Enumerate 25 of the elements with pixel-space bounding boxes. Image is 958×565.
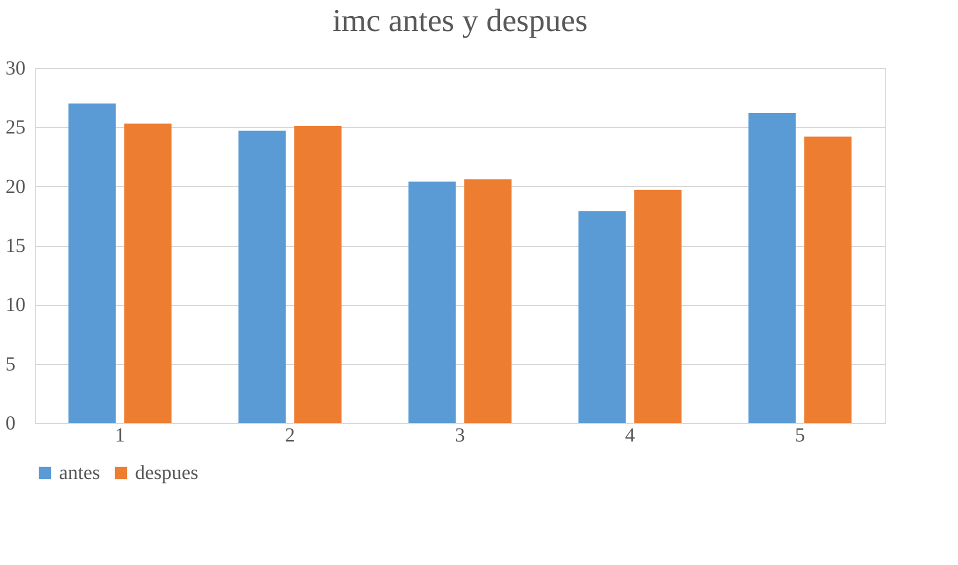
x-tick-label: 1 <box>115 424 125 446</box>
bar <box>748 112 796 423</box>
y-tick-label: 10 <box>6 294 26 316</box>
bar <box>238 130 286 423</box>
legend-label: despues <box>135 462 199 484</box>
bar <box>408 182 456 423</box>
y-tick-label: 30 <box>6 58 26 80</box>
bar <box>464 179 512 423</box>
chart-title: imc antes y despues <box>332 2 588 38</box>
x-tick-label: 5 <box>795 424 805 446</box>
bar <box>294 126 342 423</box>
y-tick-label: 0 <box>6 412 16 434</box>
bar <box>634 190 682 423</box>
x-tick-label: 3 <box>455 424 465 446</box>
y-tick-label: 25 <box>6 116 26 139</box>
bar <box>68 104 116 423</box>
x-tick-label: 2 <box>285 424 295 446</box>
bar <box>124 124 172 423</box>
bar <box>804 136 852 423</box>
y-tick-label: 5 <box>6 353 16 376</box>
y-tick-label: 20 <box>6 176 26 198</box>
x-tick-label: 4 <box>625 424 635 446</box>
y-tick-label: 15 <box>6 235 26 257</box>
legend-label: antes <box>59 462 100 484</box>
bar <box>578 211 626 423</box>
